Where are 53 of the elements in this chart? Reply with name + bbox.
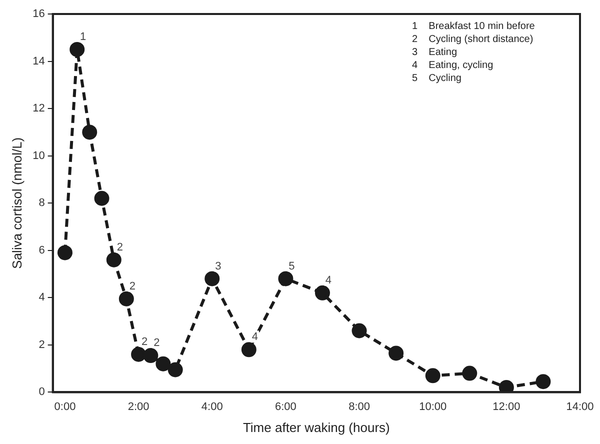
point — [388, 346, 404, 361]
annotation: 4 Eating, cycling — [412, 60, 494, 71]
y-tick-label: 4 — [38, 292, 45, 304]
point — [106, 252, 122, 268]
x-axis-title: Time after waking (hours) — [242, 420, 390, 435]
x-tick-label: 0:00 — [54, 400, 76, 413]
point — [118, 291, 134, 306]
point — [352, 323, 367, 338]
y-tick-label: 10 — [32, 150, 45, 162]
point — [536, 374, 551, 390]
annotation: 1 — [80, 30, 86, 43]
y-tick-label: 6 — [38, 244, 45, 256]
y-tick-label: 0 — [38, 386, 45, 398]
point — [156, 356, 171, 372]
x-tick-label: 10:00 — [419, 400, 447, 413]
annotation: 5 — [288, 260, 295, 272]
x-tick-label: 2:00 — [128, 400, 150, 413]
point — [462, 366, 478, 381]
annotation: 4 — [252, 331, 258, 344]
x-tick-label: 6:00 — [274, 400, 296, 413]
point — [131, 346, 146, 362]
y-tick-label: 14 — [32, 55, 45, 68]
point — [425, 368, 440, 384]
x-tick-label: 4:00 — [201, 400, 223, 413]
x-tick-label: 14:00 — [566, 400, 594, 413]
annotation: 3 Eating — [412, 47, 458, 58]
y-tick-label: 16 — [32, 8, 45, 20]
annotation: 4 — [325, 274, 332, 286]
annotation: 2 — [129, 280, 136, 292]
point — [498, 380, 514, 392]
point — [241, 342, 256, 358]
point — [143, 348, 158, 364]
point — [57, 245, 72, 260]
point — [314, 285, 330, 300]
y-tick-label: 8 — [38, 197, 45, 210]
x-tick-label: 8:00 — [348, 400, 370, 413]
annotation: 1 Breakfast 10 min before — [412, 21, 535, 32]
y-tick-label: 2 — [38, 338, 45, 351]
point — [204, 271, 220, 286]
y-axis-title: Saliva cortisol (nmol/L) — [9, 137, 24, 269]
annotation: 2 — [116, 241, 123, 254]
annotation: 2 Cycling (short distance) — [412, 34, 534, 45]
annotation: 2 — [141, 336, 148, 348]
point — [82, 124, 98, 140]
point — [278, 271, 294, 286]
annotation: 2 — [154, 337, 160, 350]
y-tick-label: 12 — [32, 102, 45, 115]
annotation: 5 Cycling — [412, 73, 462, 84]
point — [70, 42, 85, 57]
x-tick-label: 12:00 — [492, 400, 520, 413]
point — [168, 362, 183, 378]
point — [94, 190, 110, 206]
annotation: 3 — [215, 260, 222, 272]
